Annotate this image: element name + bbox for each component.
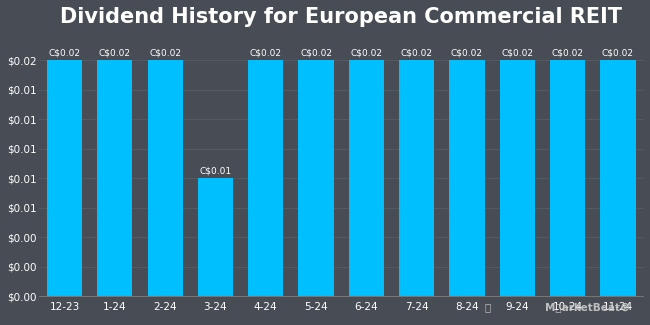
Text: C$0.02: C$0.02 — [149, 48, 181, 58]
Bar — [550, 60, 585, 296]
Text: C$0.02: C$0.02 — [451, 48, 483, 58]
Text: C$0.02: C$0.02 — [400, 48, 433, 58]
Text: C$0.02: C$0.02 — [300, 48, 332, 58]
Bar — [449, 60, 485, 296]
Text: M␤arketBeat®: M␤arketBeat® — [545, 302, 630, 312]
Text: C$0.02: C$0.02 — [99, 48, 131, 58]
Text: C$0.02: C$0.02 — [250, 48, 281, 58]
Text: C$0.02: C$0.02 — [552, 48, 584, 58]
Bar — [248, 60, 283, 296]
Bar — [601, 60, 636, 296]
Text: ⼊: ⼊ — [484, 302, 491, 312]
Bar — [198, 178, 233, 296]
Bar — [298, 60, 333, 296]
Bar — [399, 60, 434, 296]
Bar — [98, 60, 133, 296]
Bar — [47, 60, 82, 296]
Title: Dividend History for European Commercial REIT: Dividend History for European Commercial… — [60, 7, 622, 27]
Text: C$0.02: C$0.02 — [350, 48, 382, 58]
Text: C$0.02: C$0.02 — [49, 48, 81, 58]
Text: C$0.01: C$0.01 — [200, 166, 231, 175]
Text: C$0.02: C$0.02 — [501, 48, 533, 58]
Bar — [349, 60, 384, 296]
Bar — [500, 60, 535, 296]
Bar — [148, 60, 183, 296]
Text: C$0.02: C$0.02 — [602, 48, 634, 58]
